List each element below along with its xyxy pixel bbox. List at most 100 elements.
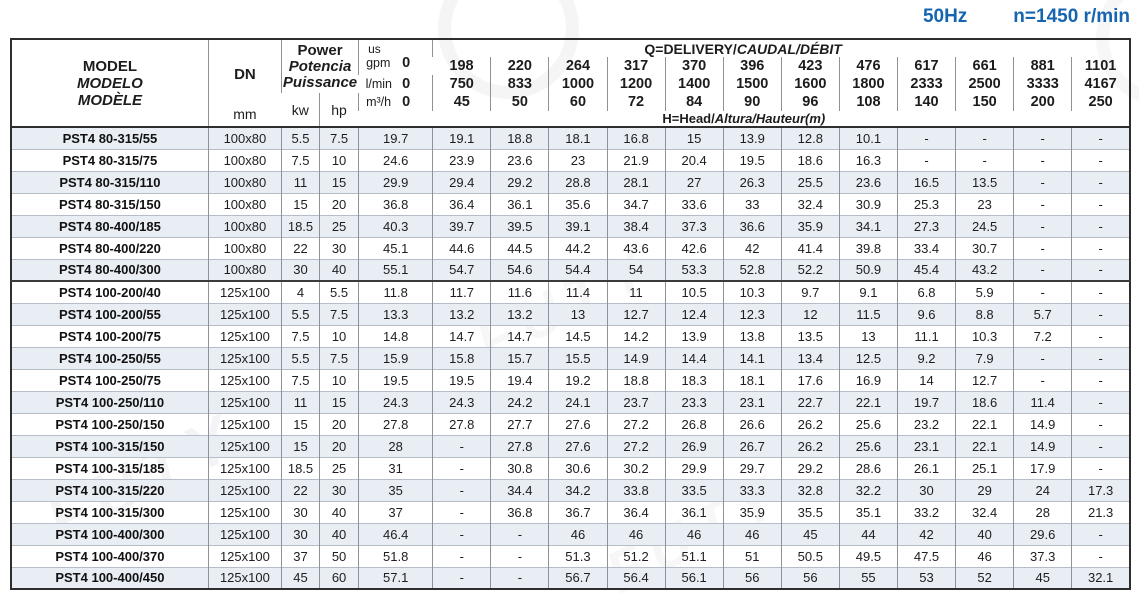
head-value-cell: 18.8 [490, 126, 549, 149]
head-value-cell: 52.8 [722, 258, 782, 281]
dn-cell: 125x100 [207, 478, 282, 501]
table-row: PST4 100-200/40 125x100 4 5.5 11.8 11.7 11.6 11… [11, 280, 1130, 303]
table-row: PST4 100-250/110 125x100 11 15 24.3 24.3 24.2 2… [11, 390, 1130, 413]
head-value-cell: 9.1 [838, 280, 898, 303]
table-row: PST4 100-315/150 125x100 15 20 28-27.8 27.6 27… [11, 434, 1130, 457]
head-value-cell: 13.9 [664, 324, 724, 347]
head-value-cell: - [1013, 148, 1072, 171]
head-value-cell: 35.6 [548, 192, 607, 215]
table-row: PST4 80-400/220 100x80 22 30 45.1 44.6 44.5 44.… [11, 236, 1130, 259]
head-value-cell: 26.1 [896, 456, 956, 479]
flow-value-m3h: 150 [955, 93, 1014, 111]
head-value-cell: 51.1 [664, 544, 724, 567]
head-value-cell: - [1071, 346, 1130, 369]
head-value-cell: 13.9 [722, 126, 782, 149]
head-value-cell: 49.5 [838, 544, 898, 567]
head-value-cell: 27.6 [548, 412, 607, 435]
dn-cell: 125x100 [207, 434, 282, 457]
dn-cell: 100x80 [207, 214, 282, 237]
head-value-cell: 23.9 [432, 148, 491, 171]
head-value-cell: 11 [606, 280, 666, 303]
kw-cell: 5.5 [280, 346, 320, 369]
head-value-cell: 46 [606, 522, 666, 545]
head-value-cell: 36.1 [664, 500, 724, 523]
hp-cell: 30 [319, 236, 359, 259]
head-value-cell: 14.8 [358, 324, 433, 347]
head-value-cell: - [432, 500, 491, 523]
head-value-cell: 7.2 [1013, 324, 1072, 347]
flow-value-m3h: 84 [664, 93, 724, 111]
head-value-cell: 26.6 [722, 412, 782, 435]
hp-cell: 7.5 [319, 346, 359, 369]
head-value-cell: 36.8 [358, 192, 433, 215]
head-value-cell: 29.9 [664, 456, 724, 479]
head-value-cell: 19.7 [896, 390, 956, 413]
head-value-cell: 17.6 [780, 368, 840, 391]
kw-cell: 7.5 [280, 148, 320, 171]
head-value-cell: - [1071, 236, 1130, 259]
head-value-cell: 28 [358, 434, 433, 457]
kw-cell: 7.5 [280, 324, 320, 347]
head-value-cell: 45 [780, 522, 840, 545]
head-value-cell: 54 [606, 258, 666, 281]
head-value-cell: 55.1 [358, 258, 433, 281]
lmin-zero-value: 0 [402, 76, 411, 92]
head-value-cell: 29.9 [358, 170, 433, 193]
flow-value-lmin: 1800 [838, 75, 898, 93]
head-value-cell: 30 [896, 478, 956, 501]
head-value-cell: 16.8 [606, 126, 666, 149]
head-value-cell: 27.8 [358, 412, 433, 435]
head-value-cell: - [432, 434, 491, 457]
table-row: PST4 100-315/185 125x100 18.5 25 31-30.8 30.6… [11, 456, 1130, 479]
model-cell: PST4 80-400/300 [11, 258, 209, 281]
hp-cell: 60 [319, 566, 359, 589]
head-value-cell: - [1013, 236, 1072, 259]
head-value-cell: 32.4 [780, 192, 840, 215]
head-value-cell: 23.7 [606, 390, 666, 413]
head-value-cell: 10.5 [664, 280, 724, 303]
head-value-cell: 12.7 [955, 368, 1014, 391]
head-value-cell: 27.7 [490, 412, 549, 435]
kw-cell: 7.5 [280, 368, 320, 391]
head-value-cell: 12.7 [606, 302, 666, 325]
head-value-cell: 16.9 [838, 368, 898, 391]
head-value-cell: 13.2 [432, 302, 491, 325]
flow-value-m3h: 96 [780, 93, 840, 111]
head-value-cell: 56.4 [606, 566, 666, 589]
head-value-cell: 24.6 [358, 148, 433, 171]
head-value-cell: 26.9 [664, 434, 724, 457]
head-value-cell: 51.2 [606, 544, 666, 567]
head-value-cell: 26.2 [780, 434, 840, 457]
head-value-cell: 54.7 [432, 258, 491, 281]
head-value-cell: - [1013, 258, 1072, 281]
head-value-cell: - [1013, 126, 1072, 149]
dn-cell: 125x100 [207, 456, 282, 479]
head-value-cell: 27 [664, 170, 724, 193]
head-value-cell: - [1013, 368, 1072, 391]
table-row: PST4 100-200/55 125x100 5.5 7.5 13.3 13.2 13.2… [11, 302, 1130, 325]
kw-cell: 22 [280, 236, 320, 259]
gpm-unit-line1: us [368, 42, 381, 56]
head-value-cell: 19.4 [490, 368, 549, 391]
flow-value-gpm: 220 [490, 57, 549, 75]
flow-value-lmin: 1000 [548, 75, 607, 93]
model-cell: PST4 100-250/55 [11, 346, 209, 369]
flow-value-gpm: 198 [449, 58, 474, 74]
model-cell: PST4 100-315/300 [11, 500, 209, 523]
head-value-cell: 11.1 [896, 324, 956, 347]
head-value-cell: 44 [838, 522, 898, 545]
head-value-cell: 11.4 [1013, 390, 1072, 413]
head-value-cell: 42 [896, 522, 956, 545]
head-value-cell: 45 [1013, 566, 1072, 589]
head-value-cell: 32.4 [955, 500, 1014, 523]
kw-cell: 15 [280, 192, 320, 215]
dn-cell: 125x100 [207, 390, 282, 413]
unit-cell-gpm: us gpm 0 [358, 39, 433, 75]
power-label-en: Power [297, 41, 343, 59]
head-value-cell: 37.3 [1013, 544, 1072, 567]
head-value-cell: 28.6 [838, 456, 898, 479]
head-value-cell: 24.1 [548, 390, 607, 413]
head-value-cell: 17.9 [1013, 456, 1072, 479]
head-value-cell: 19.7 [358, 126, 433, 149]
head-value-cell: 32.1 [1071, 566, 1130, 589]
